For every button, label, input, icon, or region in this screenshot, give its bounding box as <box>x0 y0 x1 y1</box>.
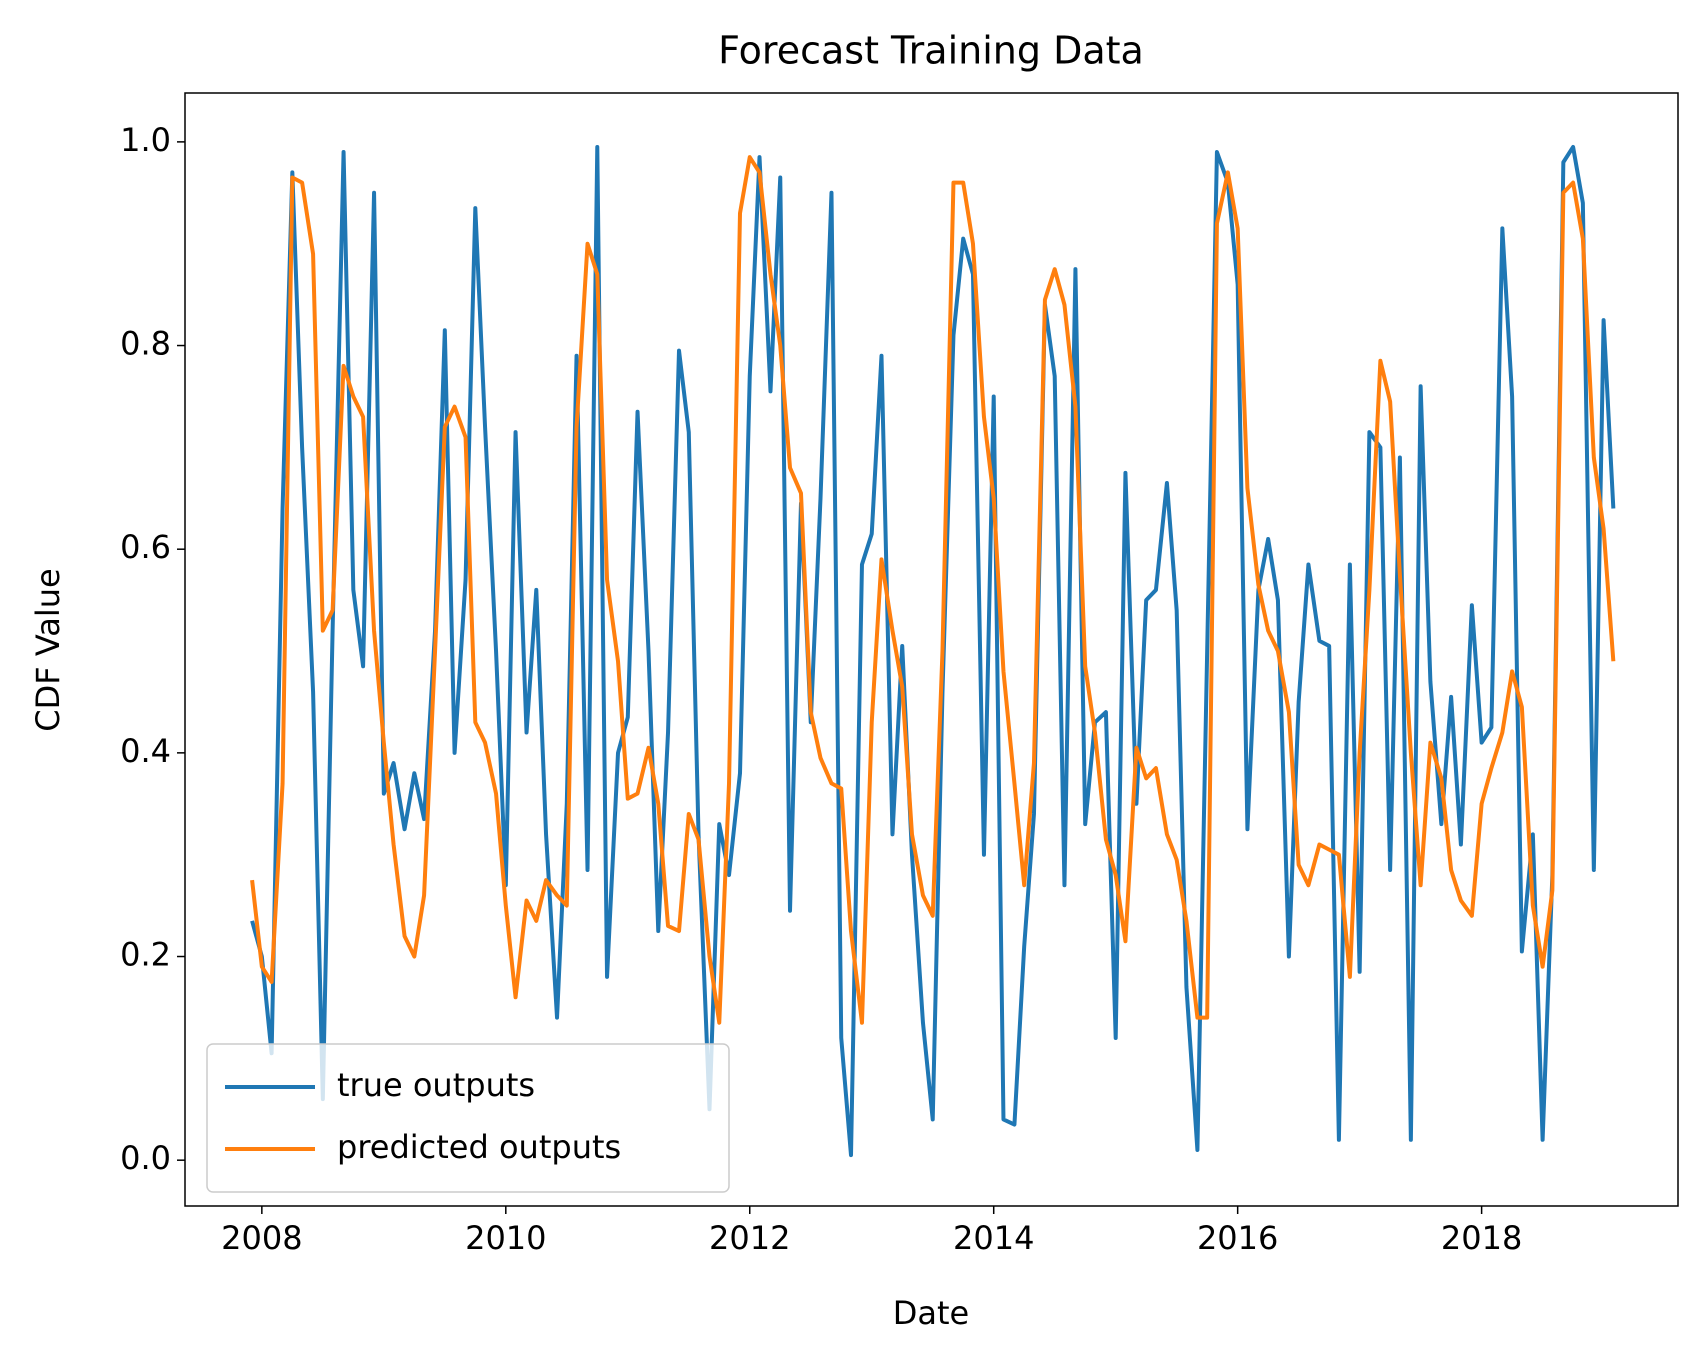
series-line <box>250 144 1616 1158</box>
x-tick-label: 2014 <box>953 1219 1034 1257</box>
y-tick-label: 0.2 <box>120 936 171 974</box>
axes-frame <box>184 92 1679 1207</box>
y-tick-label: 0.0 <box>120 1139 171 1177</box>
x-tick-label: 2010 <box>465 1219 546 1257</box>
x-tick-label: 2008 <box>221 1219 302 1257</box>
legend-label: predicted outputs <box>337 1128 621 1166</box>
series-line <box>250 155 1616 1025</box>
legend-box <box>206 1043 730 1193</box>
y-tick-label: 0.6 <box>120 528 171 566</box>
y-tick-label: 0.8 <box>120 325 171 363</box>
chart-title: Forecast Training Data <box>718 29 1144 73</box>
x-axis-label: Date <box>893 1294 969 1332</box>
y-axis-label: CDF Value <box>29 568 67 731</box>
x-tick-label: 2012 <box>709 1219 790 1257</box>
x-tick-label: 2016 <box>1197 1219 1278 1257</box>
x-tick-label: 2018 <box>1441 1219 1522 1257</box>
y-tick-label: 0.4 <box>120 732 171 770</box>
y-tick-label: 1.0 <box>120 121 171 159</box>
legend-label: true outputs <box>337 1066 535 1104</box>
